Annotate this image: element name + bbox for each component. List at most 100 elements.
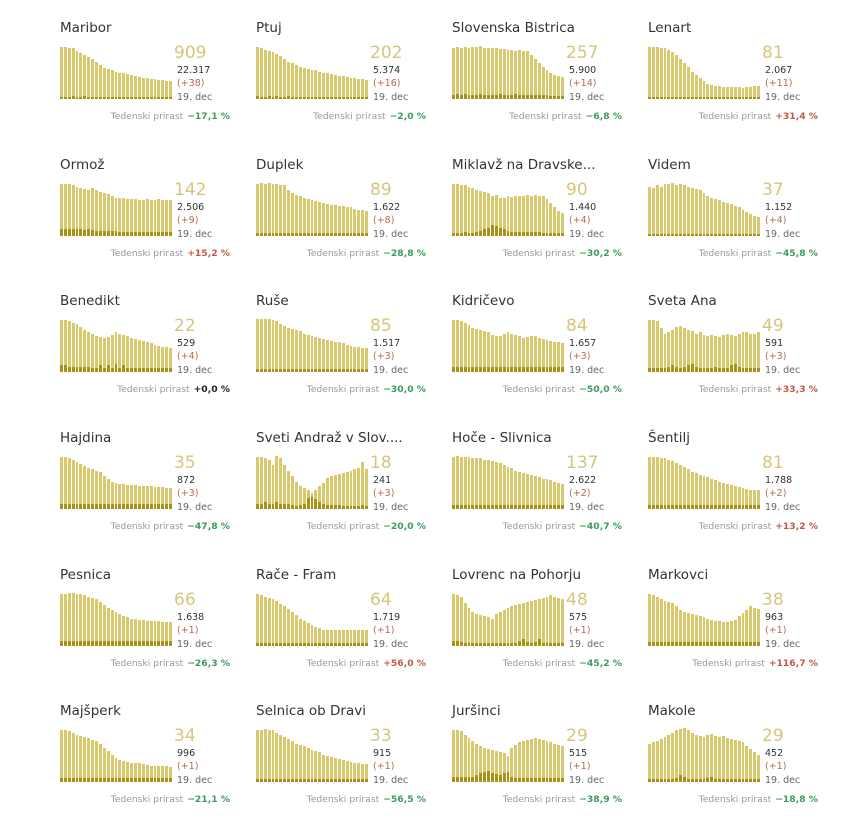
bar-low	[675, 777, 679, 782]
bar-low	[349, 369, 353, 372]
bar-low	[298, 504, 302, 509]
bar	[710, 197, 714, 236]
bar-low	[483, 642, 487, 646]
bar-low	[318, 642, 322, 646]
municipality-card: Kidričevo 84 1.657 (+3) 19. dec Tedenski prir…	[452, 293, 622, 413]
date-label: 19. dec	[373, 639, 409, 650]
bar	[87, 189, 91, 236]
bar-low	[745, 641, 749, 646]
total-cases: 452	[765, 748, 784, 759]
bar-low	[671, 365, 675, 372]
bar	[749, 489, 753, 509]
bar-low	[745, 778, 749, 782]
bar	[271, 598, 275, 646]
bar-low	[655, 504, 659, 509]
bar-low	[518, 777, 522, 782]
bar-low	[149, 368, 153, 372]
date-label: 19. dec	[373, 502, 409, 513]
bar	[467, 47, 471, 99]
bar	[287, 470, 291, 509]
bar	[725, 203, 729, 236]
active-cases: 64	[370, 590, 392, 610]
bar-low	[471, 367, 475, 372]
bar	[757, 332, 760, 372]
bar	[330, 74, 333, 99]
bar-low	[161, 504, 165, 509]
bar	[91, 740, 95, 782]
bar-low	[365, 369, 368, 372]
date-label: 19. dec	[177, 92, 213, 103]
municipality-name: Duplek	[256, 157, 304, 173]
bar	[87, 468, 91, 509]
bar-low	[361, 779, 365, 782]
total-cases: 591	[765, 338, 784, 349]
bar-low	[349, 642, 353, 646]
bar	[655, 47, 659, 99]
date-label: 19. dec	[569, 775, 605, 786]
bar	[287, 608, 291, 646]
bar-low	[318, 502, 322, 509]
daily-delta: (+11)	[765, 78, 793, 89]
bar	[106, 478, 110, 509]
bar	[714, 335, 718, 372]
bar	[475, 189, 479, 236]
bar-low	[718, 778, 722, 782]
bar	[349, 762, 353, 782]
bar	[294, 481, 298, 509]
bar	[294, 743, 298, 782]
bar	[79, 326, 83, 372]
bar	[149, 486, 153, 509]
bar	[122, 334, 126, 372]
bar	[718, 736, 722, 782]
bar-low	[134, 96, 137, 99]
bar	[102, 67, 106, 99]
bar-low	[122, 777, 126, 782]
bar-low	[79, 504, 83, 509]
bar	[529, 739, 533, 782]
bar	[67, 184, 71, 236]
bar-low	[533, 504, 537, 509]
bar	[60, 729, 63, 782]
bar-low	[710, 367, 714, 372]
bar-low	[330, 779, 333, 782]
bar	[71, 48, 75, 99]
bar	[157, 79, 161, 99]
bar	[271, 730, 275, 782]
municipality-card: Duplek 89 1.622 (+8) 19. dec Tedenski prirast…	[256, 157, 426, 277]
daily-delta: (+1)	[373, 761, 395, 772]
bar	[341, 760, 345, 782]
bar	[267, 597, 271, 646]
bar-low	[106, 365, 110, 372]
bar-low	[541, 367, 545, 372]
bar-low	[722, 778, 725, 782]
bar-low	[537, 504, 541, 509]
bar	[126, 74, 130, 99]
daily-delta: (+1)	[177, 761, 199, 772]
bar	[667, 602, 671, 646]
bar-low	[279, 503, 283, 509]
bar	[130, 618, 134, 646]
date-label: 19. dec	[765, 639, 801, 650]
bar	[256, 46, 259, 99]
bar	[494, 335, 498, 372]
bar	[541, 67, 545, 99]
bar	[655, 185, 659, 236]
bar-low	[87, 640, 91, 646]
bar	[306, 198, 310, 236]
bar	[675, 606, 679, 646]
bar-low	[326, 642, 330, 646]
bar	[549, 742, 553, 782]
bar-low	[134, 504, 137, 509]
bar-low	[675, 96, 679, 99]
municipality-name: Videm	[648, 157, 691, 173]
bar	[526, 336, 529, 372]
bar	[502, 197, 506, 236]
municipality-name: Hoče - Slivnica	[452, 430, 552, 446]
bar-low	[455, 366, 459, 372]
total-cases: 575	[569, 612, 588, 623]
bar	[737, 87, 741, 99]
weekly-growth: Tedenski prirast −30,2 %	[503, 248, 622, 259]
bar-low	[267, 369, 271, 372]
bar-low	[137, 640, 141, 646]
bar	[683, 328, 686, 372]
